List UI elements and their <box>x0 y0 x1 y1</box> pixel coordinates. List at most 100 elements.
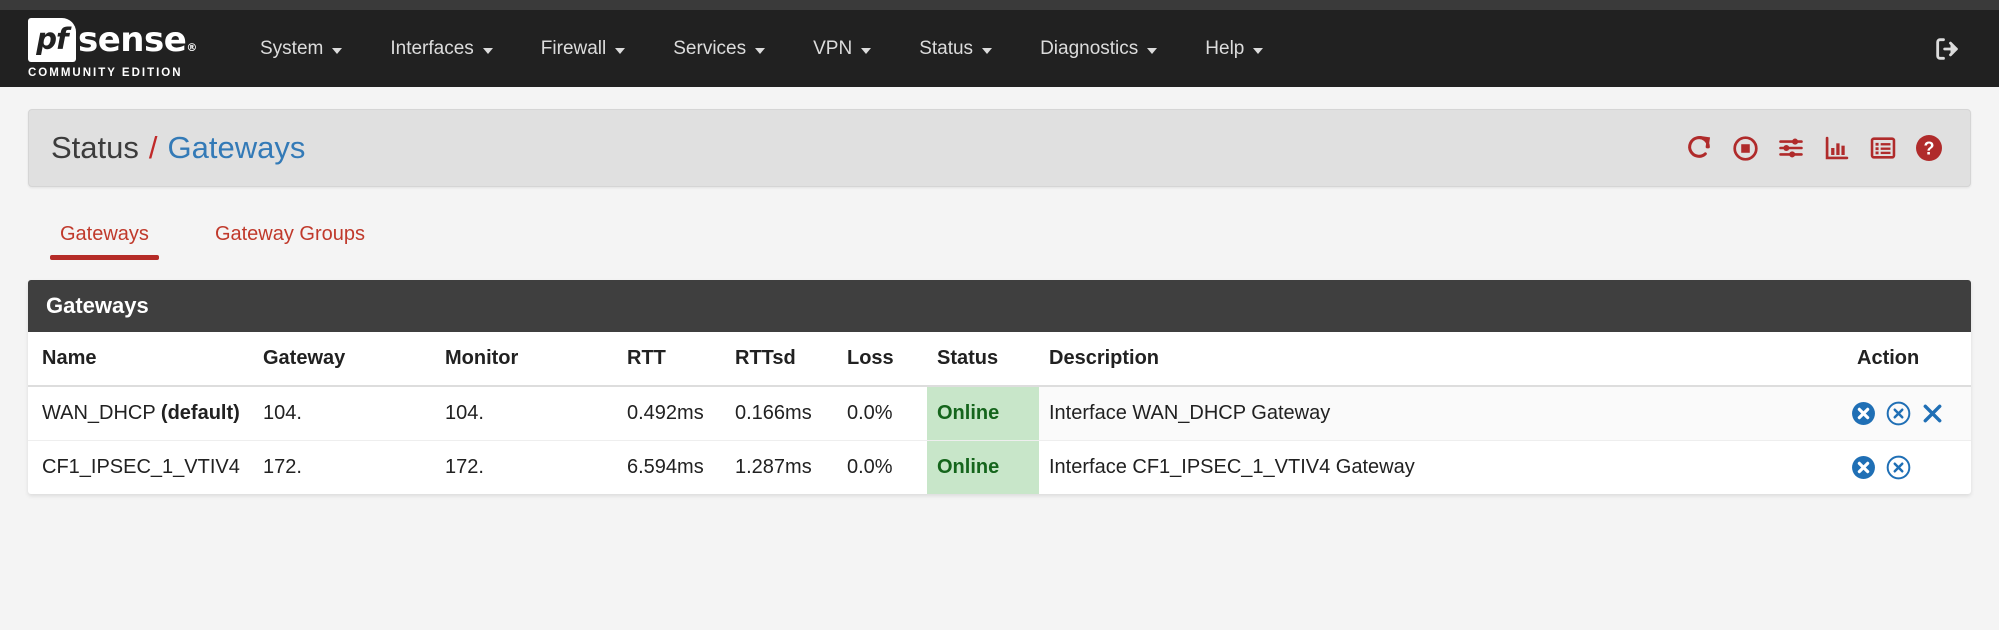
cell-description: Interface WAN_DHCP Gateway <box>1039 386 1841 441</box>
pfsense-mark-text: pf <box>36 21 68 56</box>
chevron-down-icon <box>982 47 993 54</box>
nav-item-status[interactable]: Status <box>895 12 1016 86</box>
cell-rtt: 0.492ms <box>627 402 704 424</box>
tab-bar: Gateways Gateway Groups <box>0 187 1999 260</box>
gateways-table: Name Gateway Monitor RTT RTTsd Loss Stat… <box>28 332 1971 494</box>
gateway-address-prefix: 172. <box>263 456 302 478</box>
table-row[interactable]: CF1_IPSEC_1_VTIV4 172. 172. 6.594ms 1.28… <box>28 440 1971 494</box>
chevron-down-icon <box>861 47 872 54</box>
nav-item-label: Diagnostics <box>1040 37 1139 59</box>
gateway-name: CF1_IPSEC_1_VTIV4 <box>42 456 240 478</box>
bar-chart-icon[interactable] <box>1822 133 1852 163</box>
page-wrap: Status / Gateways <box>0 87 1999 187</box>
top-strip-inner <box>0 0 1999 10</box>
column-header-gateway[interactable]: Gateway <box>253 332 435 387</box>
sliders-icon[interactable] <box>1776 133 1806 163</box>
cell-name: WAN_DHCP (default) <box>28 386 253 441</box>
cell-actions <box>1841 440 1971 494</box>
x-icon[interactable] <box>1921 402 1944 425</box>
nav-item-label: System <box>260 37 324 59</box>
status-badge: Online <box>927 386 1039 441</box>
nav-item-system[interactable]: System <box>236 12 366 86</box>
breadcrumb-separator: / <box>148 130 158 165</box>
svg-text:?: ? <box>1924 138 1935 158</box>
top-strip <box>0 0 1999 10</box>
breadcrumb: Status / Gateways <box>51 130 305 166</box>
monitor-address-prefix: 104. <box>445 402 484 424</box>
redaction-block <box>301 456 420 479</box>
breadcrumb-current: Gateways <box>167 130 306 165</box>
cell-gateway: 104. <box>253 386 435 441</box>
nav-item-help[interactable]: Help <box>1181 12 1287 86</box>
logout-icon[interactable] <box>1923 29 1971 69</box>
nav-item-firewall[interactable]: Firewall <box>517 12 649 86</box>
header-icons: ? <box>1684 133 1944 163</box>
status-badge: Online <box>927 440 1039 494</box>
circle-x-outline-icon[interactable] <box>1886 401 1911 426</box>
column-header-monitor[interactable]: Monitor <box>435 332 617 387</box>
breadcrumb-parent[interactable]: Status <box>51 130 139 165</box>
circle-x-outline-icon[interactable] <box>1886 455 1911 480</box>
table-header-row: Name Gateway Monitor RTT RTTsd Loss Stat… <box>28 332 1971 387</box>
circle-x-filled-icon[interactable] <box>1851 401 1876 426</box>
column-header-rttsd[interactable]: RTTsd <box>725 332 837 387</box>
cell-monitor: 104. <box>435 386 617 441</box>
chevron-down-icon <box>1253 47 1264 54</box>
circle-x-filled-icon[interactable] <box>1851 455 1876 480</box>
brand-subtitle: COMMUNITY EDITION <box>28 67 183 79</box>
column-header-action: Action <box>1841 332 1971 387</box>
chevron-down-icon <box>755 47 766 54</box>
column-header-status[interactable]: Status <box>927 332 1039 387</box>
nav-item-label: Help <box>1205 37 1245 59</box>
nav-item-label: Interfaces <box>390 37 474 59</box>
tab-label: Gateway Groups <box>214 223 366 245</box>
brand-wordmark: sense® <box>78 20 197 60</box>
brand-logo-row: pf sense® <box>28 18 200 62</box>
chevron-down-icon <box>482 47 493 54</box>
column-header-rtt[interactable]: RTT <box>617 332 725 387</box>
nav-item-interfaces[interactable]: Interfaces <box>366 12 516 86</box>
nav-item-label: Firewall <box>540 37 607 59</box>
cell-monitor: 172. <box>435 440 617 494</box>
cell-actions <box>1841 386 1971 441</box>
cell-rttsd: 1.287ms <box>725 440 837 494</box>
cell-rtt: 6.594ms <box>617 440 725 494</box>
column-header-name[interactable]: Name <box>28 332 253 387</box>
chevron-down-icon <box>615 47 626 54</box>
cell-description: Interface CF1_IPSEC_1_VTIV4 Gateway <box>1039 440 1841 494</box>
cell-loss: 0.0% <box>837 440 927 494</box>
gateway-default-badge: (default) <box>160 402 240 424</box>
monitor-address-prefix: 172. <box>445 456 484 478</box>
table-body: WAN_DHCP (default) 104. 104. 0.492ms 0.1… <box>28 386 1971 494</box>
cell-name: CF1_IPSEC_1_VTIV4 <box>28 440 253 494</box>
brand-logo[interactable]: pf sense® COMMUNITY EDITION <box>28 18 200 79</box>
column-header-description[interactable]: Description <box>1039 332 1841 387</box>
list-icon[interactable] <box>1868 133 1898 163</box>
nav-item-label: Status <box>919 37 974 59</box>
help-circle-icon[interactable]: ? <box>1914 133 1944 163</box>
tab-label: Gateways <box>60 223 149 245</box>
stop-icon[interactable] <box>1730 133 1760 163</box>
nav-item-services[interactable]: Services <box>649 12 789 86</box>
cell-loss: 0.0% <box>847 402 893 424</box>
redaction-block <box>301 402 420 425</box>
refresh-icon[interactable] <box>1684 133 1714 163</box>
tab-gateways[interactable]: Gateways <box>50 217 159 260</box>
nav-item-diagnostics[interactable]: Diagnostics <box>1016 12 1181 86</box>
page-header-panel: Status / Gateways <box>28 109 1971 187</box>
action-buttons <box>1851 401 1961 426</box>
column-header-loss[interactable]: Loss <box>837 332 927 387</box>
pfsense-mark-icon: pf <box>28 18 76 62</box>
gateway-name: WAN_DHCP <box>42 402 156 424</box>
nav-items: System Interfaces Firewall Services VPN … <box>236 12 1923 86</box>
nav-item-label: Services <box>673 37 747 59</box>
navbar: pf sense® COMMUNITY EDITION System Inter… <box>0 10 1999 87</box>
nav-item-label: VPN <box>813 37 853 59</box>
table-row[interactable]: WAN_DHCP (default) 104. 104. 0.492ms 0.1… <box>28 386 1971 441</box>
redaction-block <box>483 456 604 479</box>
cell-rttsd: 0.166ms <box>735 402 812 424</box>
panel-title: Gateways <box>28 280 1971 332</box>
registered-mark: ® <box>186 41 197 54</box>
tab-gateway-groups[interactable]: Gateway Groups <box>205 217 375 260</box>
nav-item-vpn[interactable]: VPN <box>789 12 895 86</box>
